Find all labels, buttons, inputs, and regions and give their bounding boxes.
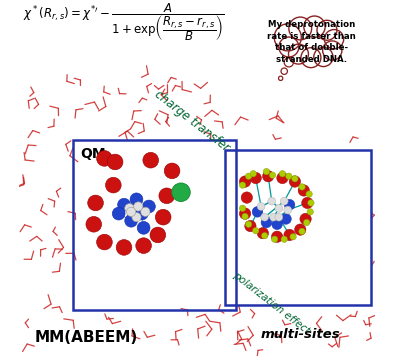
Circle shape [284, 58, 294, 67]
Circle shape [155, 209, 171, 225]
Circle shape [137, 221, 150, 234]
Circle shape [268, 197, 276, 205]
Circle shape [141, 207, 150, 216]
Circle shape [299, 228, 305, 235]
Circle shape [275, 213, 283, 221]
Circle shape [164, 163, 180, 179]
Circle shape [132, 213, 141, 222]
Circle shape [272, 219, 282, 230]
Circle shape [125, 204, 134, 213]
Circle shape [299, 184, 305, 190]
Circle shape [240, 182, 246, 188]
Circle shape [262, 232, 268, 239]
Text: MM(ABEEM): MM(ABEEM) [35, 330, 138, 345]
Circle shape [240, 208, 251, 219]
Circle shape [130, 193, 143, 206]
Circle shape [257, 203, 265, 210]
Circle shape [303, 219, 310, 226]
Circle shape [245, 173, 252, 179]
Circle shape [284, 206, 292, 214]
Circle shape [323, 41, 342, 60]
Circle shape [112, 207, 125, 220]
Circle shape [279, 171, 286, 177]
Circle shape [107, 154, 123, 170]
Circle shape [126, 207, 136, 216]
Text: charge transfer: charge transfer [152, 88, 232, 154]
Circle shape [245, 220, 256, 232]
Circle shape [304, 16, 325, 37]
Circle shape [281, 68, 288, 74]
Circle shape [143, 200, 155, 213]
Text: $\chi^*(R_{r,s}) = \chi^{*\prime} - \dfrac{A}{1+\exp\!\left(\dfrac{R_{r,s}-r_{r,: $\chi^*(R_{r,s}) = \chi^{*\prime} - \dfr… [22, 2, 224, 43]
Circle shape [281, 214, 291, 224]
Circle shape [172, 183, 190, 201]
Circle shape [245, 221, 252, 227]
Circle shape [97, 234, 112, 250]
Circle shape [289, 176, 301, 187]
Circle shape [242, 213, 248, 220]
Circle shape [134, 202, 143, 211]
Circle shape [262, 171, 274, 182]
Circle shape [301, 48, 321, 68]
Circle shape [317, 20, 337, 40]
Circle shape [261, 217, 272, 228]
Circle shape [308, 200, 314, 206]
Circle shape [300, 213, 311, 225]
Circle shape [136, 207, 148, 220]
Text: polarization effect: polarization effect [231, 270, 311, 336]
Circle shape [324, 30, 344, 49]
Circle shape [88, 195, 103, 211]
Circle shape [280, 197, 288, 205]
Circle shape [240, 205, 246, 211]
Circle shape [306, 191, 312, 197]
Circle shape [284, 229, 295, 241]
Circle shape [136, 238, 151, 253]
Circle shape [314, 47, 333, 67]
Circle shape [288, 44, 309, 64]
Circle shape [290, 234, 296, 240]
Circle shape [159, 188, 175, 204]
Circle shape [279, 37, 299, 57]
Circle shape [97, 151, 112, 166]
Text: multi-sites: multi-sites [260, 328, 340, 341]
Circle shape [271, 236, 278, 242]
Circle shape [277, 172, 288, 184]
Circle shape [86, 216, 102, 232]
Text: My deprotonation
rate is faster than
that of double-
stranded DNA.: My deprotonation rate is faster than tha… [267, 20, 356, 64]
Circle shape [241, 192, 253, 203]
Circle shape [116, 240, 132, 255]
Bar [73, 140, 236, 310]
Circle shape [281, 236, 288, 242]
Circle shape [289, 17, 312, 40]
Circle shape [269, 213, 277, 221]
Circle shape [263, 168, 269, 175]
Circle shape [286, 173, 292, 179]
Circle shape [271, 231, 283, 242]
Circle shape [284, 199, 295, 210]
Circle shape [275, 204, 283, 212]
Circle shape [252, 206, 263, 217]
Circle shape [261, 213, 269, 221]
Circle shape [292, 176, 298, 182]
Circle shape [269, 172, 276, 178]
Circle shape [307, 209, 313, 215]
Circle shape [250, 171, 256, 177]
Circle shape [125, 214, 138, 227]
Circle shape [279, 76, 283, 80]
Circle shape [295, 224, 306, 235]
Circle shape [298, 185, 310, 196]
Circle shape [253, 227, 259, 234]
Circle shape [274, 24, 301, 51]
Circle shape [302, 197, 313, 209]
Text: QM: QM [80, 147, 106, 161]
Circle shape [118, 198, 130, 211]
Circle shape [106, 177, 121, 193]
Circle shape [257, 227, 269, 239]
Circle shape [150, 227, 165, 243]
Circle shape [240, 176, 251, 187]
Circle shape [143, 152, 158, 168]
Bar [225, 150, 372, 305]
Circle shape [291, 21, 332, 63]
Circle shape [250, 172, 262, 184]
